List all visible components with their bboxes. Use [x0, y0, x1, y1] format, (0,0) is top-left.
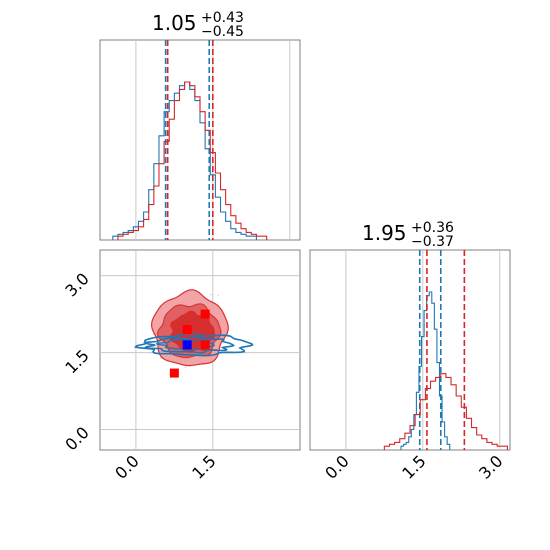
panel-bottom-left [99, 249, 301, 451]
blue-contour-outer [133, 332, 254, 357]
title-y: 1.95 +0.36 −0.37 [362, 220, 454, 250]
marker-point [169, 368, 179, 378]
scatter-marks [100, 250, 300, 450]
hist-y-hist-red [383, 373, 508, 450]
title-x-minus: −0.45 [201, 24, 244, 40]
hist-x-marks [112, 40, 291, 240]
title-x: 1.05 +0.43 −0.45 [152, 10, 244, 40]
title-y-plus: +0.36 [411, 220, 454, 236]
title-x-main: 1.05 [152, 11, 197, 35]
marker-point [200, 309, 210, 319]
hist-x-hist-blue [112, 81, 257, 240]
sample-dot [217, 294, 219, 297]
hist-y-xtick-label: 0.0 [321, 451, 352, 482]
panel-top-left [99, 39, 301, 241]
scatter-ytick-label: 1.5 [61, 346, 92, 377]
title-y-minus: −0.37 [411, 234, 454, 250]
panel-bottom-right [309, 249, 511, 451]
marker-point [182, 324, 192, 334]
sample-dot [155, 344, 157, 347]
title-x-plus: +0.43 [201, 10, 244, 26]
sample-dot [210, 293, 213, 296]
sample-dot [184, 366, 187, 369]
panel-bottom-left-frame [99, 249, 301, 451]
scatter-ytick-label: 0.0 [61, 423, 92, 454]
scatter-ytick-label: 3.0 [61, 269, 92, 300]
title-y-main: 1.95 [362, 221, 407, 245]
sample-dot [150, 351, 152, 354]
panel-top-left-frame [99, 39, 301, 241]
sample-dot [159, 356, 162, 359]
hist-x-hist-red [117, 81, 268, 240]
panel-bottom-right-frame [309, 249, 511, 451]
marker-point [200, 340, 210, 350]
hist-y-xtick-label: 3.0 [475, 451, 506, 482]
blue-contour-middle [143, 335, 235, 354]
scatter-xtick-label: 0.0 [111, 451, 142, 482]
scatter-xtick-label: 1.5 [188, 451, 219, 482]
marker-point [182, 340, 192, 350]
hist-y-marks [345, 250, 508, 450]
hist-y-hist-blue [400, 291, 451, 450]
hist-y-xtick-label: 1.5 [398, 451, 429, 482]
